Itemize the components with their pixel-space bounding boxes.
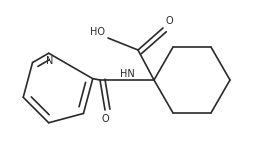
Text: HN: HN	[120, 69, 134, 79]
Text: O: O	[166, 16, 174, 26]
Text: N: N	[46, 56, 53, 66]
Text: HO: HO	[90, 27, 105, 37]
Text: O: O	[101, 114, 109, 124]
